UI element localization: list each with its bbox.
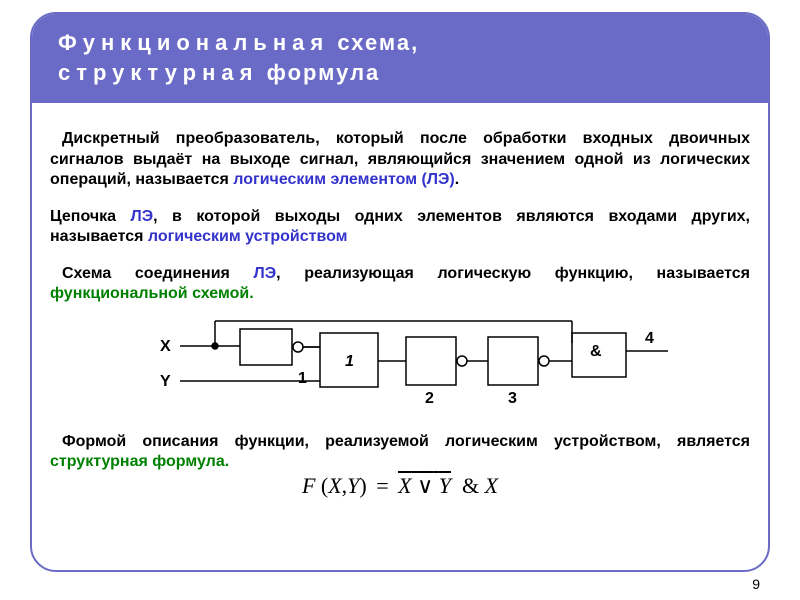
p4-term: структурная формула. xyxy=(50,453,229,470)
title-bar: Функциональная схема, структурная формул… xyxy=(32,14,768,103)
formula-inner-Y: Y xyxy=(439,473,451,498)
title-line2-tail: формула xyxy=(267,60,381,85)
diagram-and-label: & xyxy=(590,343,602,360)
formula-overline-group: X ∨ Y xyxy=(398,473,451,498)
diagram-gate4-label: 3 xyxy=(508,390,517,407)
formula-tail-X: X xyxy=(485,473,498,498)
p3-text-c: , реализующая логическую функцию, называ… xyxy=(276,265,750,282)
formula-close: ) xyxy=(359,473,366,498)
formula-X: X xyxy=(328,473,341,498)
p3-le: ЛЭ xyxy=(254,265,277,282)
p3-term: функциональной схемой. xyxy=(50,285,254,302)
paragraph-4: Формой описания функции, реализуемой лог… xyxy=(50,432,750,473)
structural-formula: F (X,Y) = X ∨ Y & X xyxy=(50,473,750,499)
p1-text-c: . xyxy=(455,171,459,188)
p1-term: логическим элементом (ЛЭ) xyxy=(233,171,454,188)
p2-text-a: Цепочка xyxy=(50,208,131,225)
paragraph-2: Цепочка ЛЭ, в которой выходы одних элеме… xyxy=(50,207,750,248)
p4-text-a: Формой описания функции, реализуемой лог… xyxy=(62,433,750,450)
p2-term: логическим устройством xyxy=(148,228,348,245)
formula-or: ∨ xyxy=(417,473,433,498)
diagram-output-label: 4 xyxy=(645,330,654,347)
formula-inner-X: X xyxy=(398,473,411,498)
formula-F: F xyxy=(302,473,315,498)
formula-amp: & xyxy=(462,473,479,498)
slide-frame: Функциональная схема, структурная формул… xyxy=(30,12,770,572)
title-line1-spaced: Функциональная xyxy=(58,30,329,55)
title-line1-tail: схема, xyxy=(337,30,419,55)
p3-text-a: Схема соединения xyxy=(62,265,254,282)
title-line2-spaced: структурная xyxy=(58,60,258,85)
page-number: 9 xyxy=(752,576,760,592)
diagram-label-x: X xyxy=(160,338,171,355)
formula-Y: Y xyxy=(347,473,359,498)
diagram-label-y: Y xyxy=(160,373,171,390)
formula-eq: = xyxy=(372,473,392,498)
diagram-gate1-label: 1 xyxy=(298,370,307,387)
paragraph-3: Схема соединения ЛЭ, реализующая логичес… xyxy=(50,264,750,305)
p2-le: ЛЭ xyxy=(131,208,154,225)
logic-diagram: X Y 1 1 2 3 & 4 xyxy=(120,311,680,416)
diagram-gate2-label: 1 xyxy=(345,353,354,370)
paragraph-1: Дискретный преобразователь, который посл… xyxy=(50,129,750,190)
diagram-gate3-label: 2 xyxy=(425,390,434,407)
content-area: Дискретный преобразователь, который посл… xyxy=(32,103,768,502)
